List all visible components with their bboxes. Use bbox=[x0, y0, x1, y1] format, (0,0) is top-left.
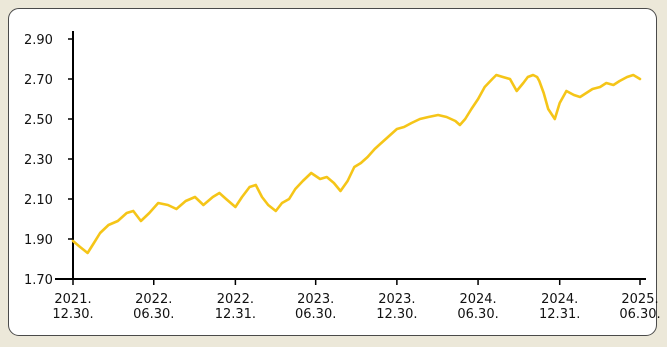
y-tick-label: 2.70 bbox=[24, 73, 53, 88]
x-tick-label-year: 2021. bbox=[54, 292, 91, 307]
x-tick-label: 2022. 06.30. bbox=[133, 292, 174, 322]
x-axis: 2021. 12.30.2022. 06.30.2022. 12.31.2023. 06… bbox=[52, 278, 661, 322]
x-tick-label-year: 2024. bbox=[541, 292, 578, 307]
x-tick-label-year: 2023. bbox=[378, 292, 415, 307]
x-tick-label: 2021. 12.30. bbox=[52, 292, 93, 322]
x-tick-label-date: 06.30. bbox=[133, 307, 174, 322]
y-tick-label: 1.70 bbox=[24, 273, 53, 288]
y-axis: 1.70 1.90 2.10 2.30 2.50 2.70 2.90 bbox=[24, 31, 74, 288]
x-tick-label: 2022. 12.31. bbox=[215, 292, 256, 322]
x-tick-label-date: 06.30. bbox=[619, 307, 660, 322]
x-tick-label-date: 12.30. bbox=[52, 307, 93, 322]
y-tick-label: 2.50 bbox=[24, 113, 53, 128]
x-tick-label: 2023. 12.30. bbox=[376, 292, 417, 322]
x-tick-label-year: 2025. bbox=[621, 292, 658, 307]
x-tick-label-year: 2022. bbox=[135, 292, 172, 307]
y-tick-label: 2.30 bbox=[24, 153, 53, 168]
x-tick-label-date: 12.31. bbox=[215, 307, 256, 322]
x-tick-label-year: 2024. bbox=[459, 292, 496, 307]
x-tick-label: 2024. 12.31. bbox=[539, 292, 580, 322]
x-tick-label-date: 12.31. bbox=[539, 307, 580, 322]
x-tick-label-date: 12.30. bbox=[376, 307, 417, 322]
series-line bbox=[71, 73, 642, 255]
x-tick-label-date: 06.30. bbox=[295, 307, 336, 322]
chart-frame bbox=[8, 8, 657, 336]
x-tick-label: 2024. 06.30. bbox=[457, 292, 498, 322]
x-tick-label-year: 2022. bbox=[217, 292, 254, 307]
x-tick-label-date: 06.30. bbox=[457, 307, 498, 322]
x-tick-label-year: 2023. bbox=[297, 292, 334, 307]
x-tick-label: 2023. 06.30. bbox=[295, 292, 336, 322]
y-tick-label: 2.90 bbox=[24, 33, 53, 48]
y-tick-label: 2.10 bbox=[24, 193, 53, 208]
y-tick-label: 1.90 bbox=[24, 233, 53, 248]
x-tick-label: 2025. 06.30. bbox=[619, 292, 660, 322]
